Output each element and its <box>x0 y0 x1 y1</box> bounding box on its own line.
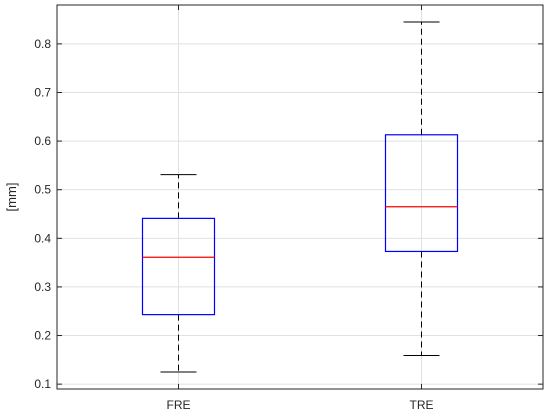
iqr-box <box>384 134 459 253</box>
y-tick-label: 0.1 <box>34 377 51 391</box>
y-tick-label: 0.8 <box>34 37 51 51</box>
box-series <box>141 21 459 373</box>
y-axis: 0.1 0.2 0.3 0.4 0.5 0.6 0.7 0.8 <box>34 37 543 391</box>
y-tick-label: 0.4 <box>34 231 51 245</box>
y-axis-label: [mm] <box>4 183 19 212</box>
y-tick-label: 0.5 <box>34 183 51 197</box>
y-tick-label: 0.2 <box>34 329 51 343</box>
box-tre <box>384 21 459 356</box>
box-fre <box>141 174 216 373</box>
grid-lines <box>57 5 543 389</box>
y-tick-label: 0.7 <box>34 85 51 99</box>
x-axis: FRE TRE <box>167 5 434 412</box>
y-tick-label: 0.3 <box>34 280 51 294</box>
plot-frame <box>56 4 544 390</box>
x-tick-label: FRE <box>167 398 191 412</box>
x-tick-label: TRE <box>410 398 434 412</box>
y-tick-label: 0.6 <box>34 134 51 148</box>
iqr-box <box>141 217 216 316</box>
